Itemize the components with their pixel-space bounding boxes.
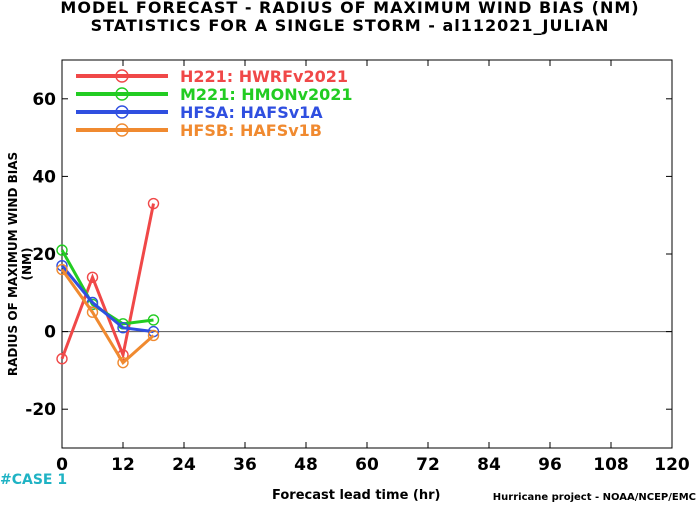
- data-point: [56, 353, 68, 365]
- legend-swatch-marker: [115, 69, 129, 83]
- data-point: [117, 356, 129, 369]
- series-line: [60, 264, 154, 334]
- data-point: [86, 306, 99, 318]
- legend-swatch-marker: [115, 105, 129, 119]
- y-tick-label: 40: [32, 167, 56, 187]
- data-point: [147, 197, 160, 210]
- legend-swatch-marker: [115, 123, 129, 137]
- y-tick-label: 0: [44, 323, 56, 343]
- data-point: [147, 329, 160, 342]
- y-axis-label: RADIUS OF MAXIMUM WIND BIAS (NM): [6, 151, 34, 377]
- x-tick-label: 108: [593, 455, 629, 475]
- x-tick-label: 120: [654, 455, 690, 475]
- legend-label: HFSB: HAFSv1B: [180, 121, 322, 140]
- data-point: [86, 271, 99, 283]
- x-tick-label: 72: [416, 455, 440, 475]
- x-tick-label: 24: [172, 455, 196, 475]
- chart-title: MODEL FORECAST - RADIUS OF MAXIMUM WIND …: [60, 0, 640, 17]
- data-point: [147, 314, 160, 326]
- case-label: #CASE 1: [0, 472, 68, 488]
- x-tick-label: 48: [294, 455, 318, 475]
- x-axis-label: Forecast lead time (hr): [272, 488, 441, 503]
- legend-label: HFSA: HAFSv1A: [180, 103, 323, 122]
- legend-label: M221: HMONv2021: [180, 85, 353, 104]
- legend-label: H221: HWRFv2021: [180, 67, 348, 86]
- data-point: [56, 244, 68, 256]
- chart-subtitle: STATISTICS FOR A SINGLE STORM - al112021…: [90, 16, 610, 35]
- x-tick-label: 60: [355, 455, 379, 475]
- plot-frame: [61, 59, 673, 449]
- y-tick-label: 60: [32, 90, 56, 110]
- data-point: [117, 322, 129, 334]
- x-tick-label: 36: [233, 455, 257, 475]
- legend-swatch-marker: [115, 87, 129, 101]
- series-line: [60, 268, 155, 365]
- x-tick-label: 12: [111, 455, 135, 475]
- x-tick-label: 96: [538, 455, 562, 475]
- credit-text: Hurricane project - NOAA/NCEP/EMC: [492, 492, 696, 503]
- y-tick-label: 20: [32, 245, 56, 265]
- data-point: [56, 263, 68, 276]
- y-tick-label: -20: [25, 400, 56, 420]
- x-tick-label: 84: [477, 455, 501, 475]
- x-tick-label: 0: [56, 455, 68, 475]
